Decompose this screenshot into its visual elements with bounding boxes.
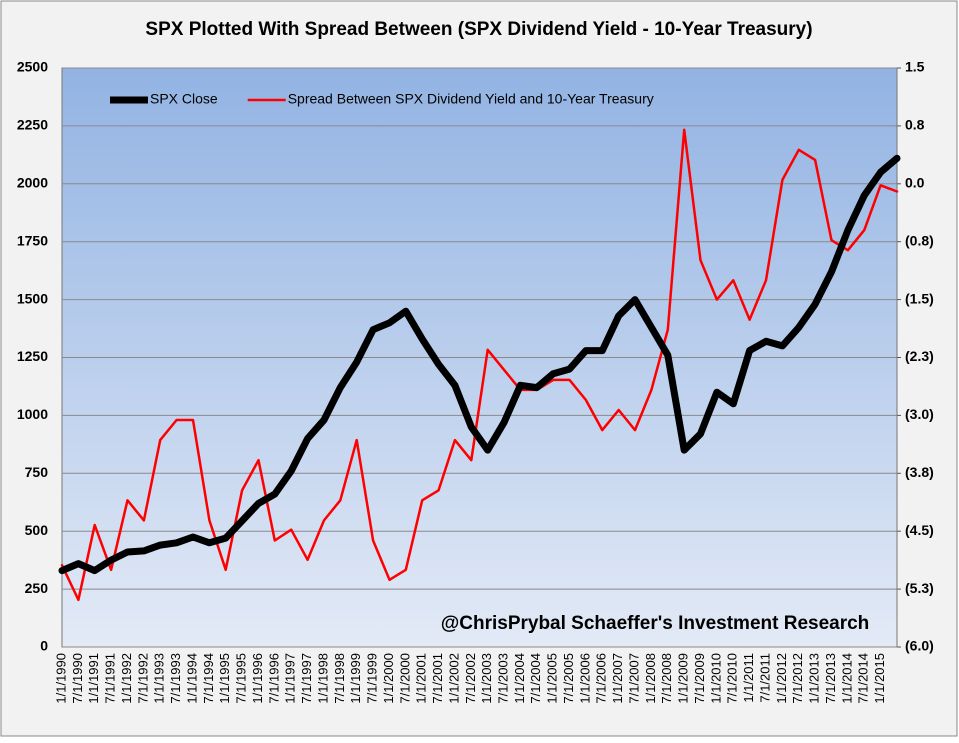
x-tick-label: 7/1/1993: [168, 653, 183, 704]
x-tick-label: 1/1/2003: [479, 653, 494, 704]
x-tick-label: 1/1/2002: [446, 653, 461, 704]
y2-tick-label: (6.0): [905, 638, 934, 654]
x-tick-label: 7/1/2003: [495, 653, 510, 704]
x-tick-label: 1/1/2008: [643, 653, 658, 704]
y-tick-label: 1250: [17, 348, 48, 364]
x-tick-label: 7/1/1997: [299, 653, 314, 704]
annotation: @ChrisPrybal Schaeffer's Investment Rese…: [441, 613, 870, 634]
x-tick-label: 7/1/2014: [856, 653, 871, 704]
x-tick-label: 1/1/1996: [250, 653, 265, 704]
x-tick-label: 1/1/1997: [283, 653, 298, 704]
x-tick-label: 7/1/2008: [659, 653, 674, 704]
x-tick-label: 1/1/2014: [839, 653, 854, 704]
x-tick-label: 7/1/2012: [790, 653, 805, 704]
x-tick-label: 7/1/1994: [201, 653, 216, 704]
x-tick-label: 7/1/2005: [561, 653, 576, 704]
x-tick-label: 1/1/2000: [381, 653, 396, 704]
x-tick-label: 1/1/2009: [676, 653, 691, 704]
series-line: [58, 154, 901, 575]
x-tick-label: 1/1/2013: [807, 653, 822, 704]
x-tick-label: 7/1/2004: [528, 653, 543, 704]
x-tick-label: 7/1/2001: [430, 653, 445, 704]
chart-title: SPX Plotted With Spread Between (SPX Div…: [145, 19, 812, 40]
y2-tick-label: (2.3): [905, 348, 934, 364]
y-tick-label: 1750: [17, 232, 48, 248]
y-tick-label: 500: [25, 522, 49, 538]
y2-tick-label: 1.5: [905, 59, 925, 75]
x-tick-label: 1/1/2011: [741, 653, 756, 703]
x-tick-label: 1/1/1990: [53, 653, 68, 704]
y2-tick-label: 0.0: [905, 175, 925, 191]
x-tick-label: 1/1/2006: [577, 653, 592, 704]
y2-tick-label: (0.8): [905, 232, 934, 248]
y-tick-label: 1000: [17, 406, 48, 422]
x-tick-label: 7/1/1995: [234, 653, 249, 704]
x-tick-label: 1/1/1991: [86, 653, 101, 704]
x-tick-label: 1/1/1993: [152, 653, 167, 704]
y2-tick-label: (4.5): [905, 522, 934, 538]
x-tick-label: 7/1/2002: [463, 653, 478, 704]
x-tick-label: 7/1/1992: [135, 653, 150, 704]
x-tick-label: 7/1/1996: [266, 653, 281, 704]
legend-label: Spread Between SPX Dividend Yield and 10…: [288, 91, 654, 107]
y-tick-label: 0: [40, 638, 48, 654]
x-tick-label: 1/1/2005: [545, 653, 560, 704]
y-tick-label: 250: [25, 580, 49, 596]
y2-tick-label: (3.0): [905, 406, 934, 422]
y-tick-label: 2500: [17, 59, 48, 75]
x-tick-label: 7/1/2011: [757, 653, 772, 703]
x-tick-label: 1/1/1998: [315, 653, 330, 704]
x-tick-label: 7/1/2010: [725, 653, 740, 704]
y-tick-label: 750: [25, 464, 49, 480]
series-line: [60, 128, 899, 602]
y-tick-label: 2250: [17, 117, 48, 133]
x-tick-label: 1/1/1992: [119, 653, 134, 704]
x-tick-label: 7/1/2009: [692, 653, 707, 704]
x-tick-label: 1/1/2007: [610, 653, 625, 704]
x-tick-label: 7/1/2006: [594, 653, 609, 704]
y2-tick-label: (5.3): [905, 580, 934, 596]
x-tick-label: 1/1/2001: [414, 653, 429, 704]
x-tick-label: 7/1/2000: [397, 653, 412, 704]
x-tick-label: 7/1/2013: [823, 653, 838, 704]
y2-tick-label: 0.8: [905, 117, 925, 133]
x-tick-label: 7/1/1991: [103, 653, 118, 704]
legend-label: SPX Close: [150, 91, 218, 107]
y-tick-label: 1500: [17, 290, 48, 306]
x-tick-label: 7/1/1990: [70, 653, 85, 704]
x-tick-label: 1/1/1994: [184, 653, 199, 704]
x-tick-label: 7/1/1999: [365, 653, 380, 704]
x-tick-label: 1/1/2015: [872, 653, 887, 704]
x-tick-label: 1/1/2012: [774, 653, 789, 704]
x-tick-label: 1/1/1995: [217, 653, 232, 704]
y2-tick-label: (1.5): [905, 290, 934, 306]
x-tick-label: 1/1/2010: [708, 653, 723, 704]
x-tick-label: 1/1/2004: [512, 653, 527, 704]
x-tick-label: 7/1/2007: [626, 653, 641, 704]
y2-tick-label: (3.8): [905, 464, 934, 480]
x-tick-label: 1/1/1999: [348, 653, 363, 704]
x-tick-label: 7/1/1998: [332, 653, 347, 704]
y-tick-label: 2000: [17, 175, 48, 191]
